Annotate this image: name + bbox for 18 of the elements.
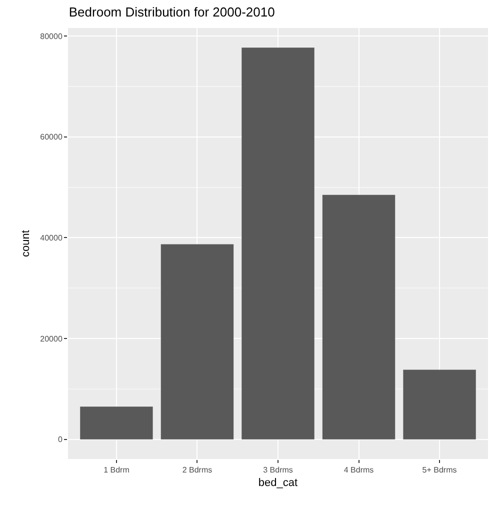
x-tick-label: 1 Bdrm bbox=[104, 466, 130, 475]
bar bbox=[403, 370, 476, 440]
y-tick-label: 60000 bbox=[40, 132, 63, 142]
bar bbox=[160, 244, 234, 440]
chart-title: Bedroom Distribution for 2000-2010 bbox=[68, 4, 275, 20]
bar bbox=[322, 194, 396, 440]
x-tick-label: 3 Bdrms bbox=[263, 466, 293, 475]
y-tick-label: 0 bbox=[58, 435, 63, 444]
y-axis-title: count bbox=[20, 230, 32, 257]
x-tick-label: 5+ Bdrms bbox=[422, 466, 457, 475]
x-tick-label: 4 Bdrms bbox=[344, 466, 374, 475]
y-tick-label: 80000 bbox=[40, 32, 63, 41]
y-tick-label: 20000 bbox=[40, 334, 63, 344]
bar bbox=[242, 48, 314, 440]
x-tick-label: 2 Bdrms bbox=[182, 466, 212, 475]
x-axis-title: bed_cat bbox=[258, 476, 298, 489]
bar bbox=[80, 406, 153, 440]
y-tick-label: 40000 bbox=[40, 234, 63, 242]
